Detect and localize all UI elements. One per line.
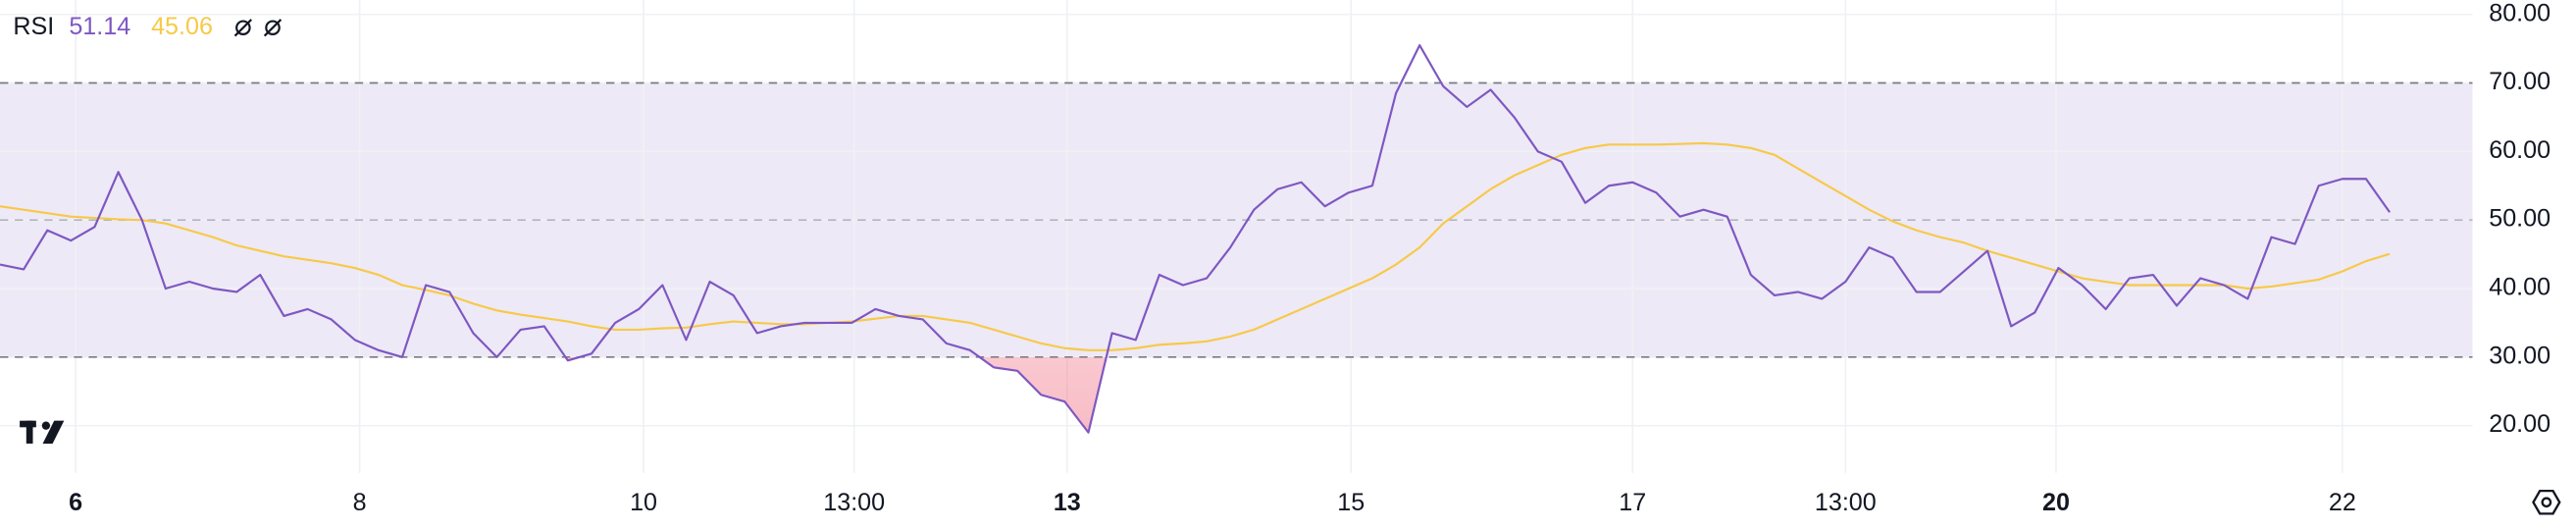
x-tick-label: 13:00 (1815, 489, 1877, 516)
settings-icon[interactable] (2532, 489, 2561, 515)
legend-icon[interactable] (233, 19, 283, 37)
x-tick-label: 10 (630, 489, 657, 516)
x-tick-label: 15 (1337, 489, 1365, 516)
oversold-fill (565, 356, 1107, 433)
y-tick-label: 60.00 (2489, 136, 2550, 164)
x-tick-label: 17 (1619, 489, 1646, 516)
x-tick-label: 6 (69, 489, 82, 516)
x-tick-label: 22 (2329, 489, 2356, 516)
y-tick-label: 80.00 (2489, 0, 2550, 26)
y-tick-label: 70.00 (2489, 68, 2550, 95)
legend-title: RSI (13, 13, 54, 40)
y-tick-label: 40.00 (2489, 274, 2550, 301)
y-tick-label: 50.00 (2489, 205, 2550, 233)
legend: RSI 51.14 45.06 (13, 13, 283, 40)
logo[interactable] (20, 420, 65, 444)
rsi-line (0, 141, 2391, 351)
legend-value: 45.06 (151, 13, 213, 40)
x-tick-label: 8 (353, 489, 367, 516)
y-tick-label: 30.00 (2489, 342, 2550, 369)
x-tick-label: 13 (1054, 489, 1081, 516)
rsi-line (0, 44, 2391, 434)
legend-value: 51.14 (69, 13, 130, 40)
x-tick-label: 13:00 (823, 489, 885, 516)
x-tick-label: 20 (2042, 489, 2070, 516)
y-tick-label: 20.00 (2489, 410, 2550, 438)
